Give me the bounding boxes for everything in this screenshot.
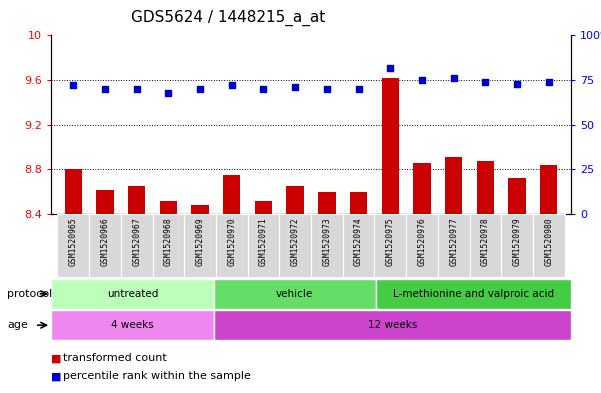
- Text: GSM1520978: GSM1520978: [481, 217, 490, 266]
- Text: 12 weeks: 12 weeks: [368, 320, 417, 330]
- Point: [417, 77, 427, 83]
- Text: GSM1520973: GSM1520973: [322, 217, 331, 266]
- Bar: [311, 214, 343, 277]
- Text: GSM1520972: GSM1520972: [291, 217, 300, 266]
- Bar: [533, 214, 564, 277]
- Text: GSM1520971: GSM1520971: [259, 217, 268, 266]
- Text: GSM1520974: GSM1520974: [354, 217, 363, 266]
- Point: [385, 64, 395, 71]
- Point: [195, 86, 205, 92]
- Bar: [477, 160, 494, 214]
- Text: percentile rank within the sample: percentile rank within the sample: [63, 371, 251, 382]
- Text: GSM1520966: GSM1520966: [100, 217, 109, 266]
- Bar: [185, 214, 216, 277]
- Bar: [64, 169, 82, 214]
- Text: GSM1520965: GSM1520965: [69, 217, 78, 266]
- Bar: [501, 214, 533, 277]
- Text: GSM1520969: GSM1520969: [195, 217, 204, 266]
- Bar: [51, 310, 213, 340]
- Point: [354, 86, 364, 92]
- Text: transformed count: transformed count: [63, 353, 167, 364]
- Text: ■: ■: [51, 371, 61, 382]
- Bar: [343, 214, 374, 277]
- Bar: [51, 279, 213, 309]
- Text: L-methionine and valproic acid: L-methionine and valproic acid: [393, 289, 554, 299]
- Bar: [287, 186, 304, 214]
- Text: GSM1520967: GSM1520967: [132, 217, 141, 266]
- Text: GDS5624 / 1448215_a_at: GDS5624 / 1448215_a_at: [131, 10, 326, 26]
- Bar: [153, 214, 185, 277]
- Bar: [255, 201, 272, 214]
- Point: [322, 86, 332, 92]
- Text: protocol: protocol: [7, 288, 52, 299]
- Bar: [445, 157, 462, 214]
- Text: GSM1520976: GSM1520976: [418, 217, 427, 266]
- Bar: [438, 214, 469, 277]
- Text: GSM1520970: GSM1520970: [227, 217, 236, 266]
- Point: [449, 75, 459, 81]
- Bar: [376, 279, 571, 309]
- Point: [290, 84, 300, 90]
- Bar: [191, 205, 209, 214]
- Bar: [121, 214, 153, 277]
- Bar: [540, 165, 558, 214]
- Bar: [318, 192, 335, 214]
- Bar: [374, 214, 406, 277]
- Bar: [213, 310, 571, 340]
- Bar: [213, 279, 376, 309]
- Bar: [469, 214, 501, 277]
- Bar: [96, 189, 114, 214]
- Point: [258, 86, 268, 92]
- Bar: [223, 175, 240, 214]
- Point: [163, 90, 173, 96]
- Text: GSM1520975: GSM1520975: [386, 217, 395, 266]
- Bar: [216, 214, 248, 277]
- Point: [481, 79, 490, 85]
- Text: GSM1520977: GSM1520977: [449, 217, 458, 266]
- Bar: [413, 163, 431, 214]
- Bar: [248, 214, 279, 277]
- Bar: [128, 186, 145, 214]
- Point: [69, 82, 78, 88]
- Bar: [58, 214, 89, 277]
- Point: [132, 86, 141, 92]
- Point: [544, 79, 554, 85]
- Text: GSM1520979: GSM1520979: [513, 217, 522, 266]
- Text: GSM1520980: GSM1520980: [545, 217, 554, 266]
- Bar: [406, 214, 438, 277]
- Text: age: age: [7, 320, 28, 331]
- Text: vehicle: vehicle: [276, 289, 313, 299]
- Bar: [160, 201, 177, 214]
- Text: 4 weeks: 4 weeks: [111, 320, 154, 330]
- Point: [512, 81, 522, 87]
- Text: GSM1520968: GSM1520968: [164, 217, 173, 266]
- Point: [100, 86, 110, 92]
- Bar: [350, 192, 367, 214]
- Text: ■: ■: [51, 353, 61, 364]
- Bar: [89, 214, 121, 277]
- Text: untreated: untreated: [106, 289, 158, 299]
- Bar: [279, 214, 311, 277]
- Bar: [508, 178, 526, 214]
- Point: [227, 82, 237, 88]
- Bar: [382, 78, 399, 214]
